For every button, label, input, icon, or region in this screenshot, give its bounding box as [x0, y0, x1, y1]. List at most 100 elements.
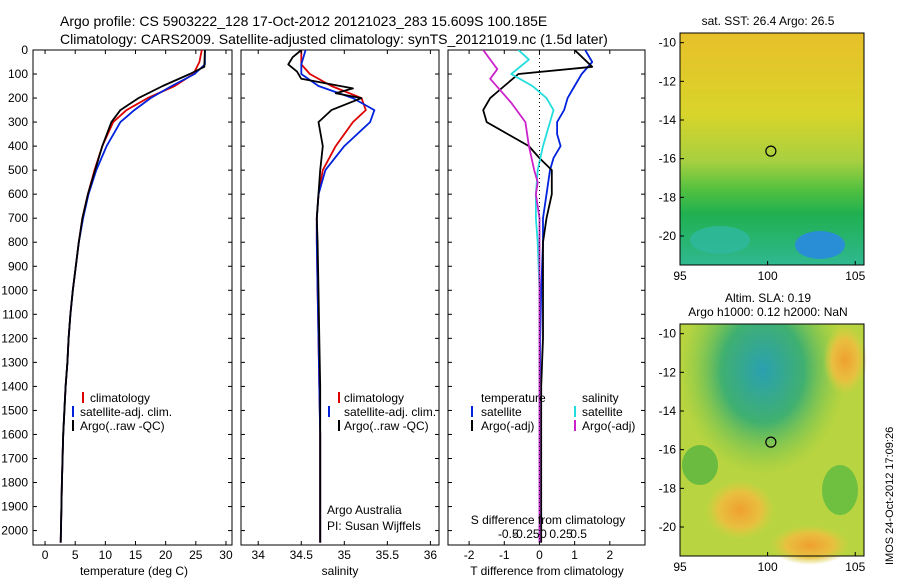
- argo-position-marker: [765, 145, 777, 157]
- difference-legend-salinity: salinity satellite Argo(-adj): [574, 391, 635, 433]
- x-axes: 0 5 10 15 20 25 30 34 34.5 35 35.5 36 -2 -1 0 1 2 -0.5-0.…: [42, 50, 613, 562]
- series-line: [287, 50, 363, 543]
- map-x-tick-label: 95: [673, 560, 687, 574]
- temperature-panel-frame: [32, 49, 233, 546]
- x-tick-label: -1: [499, 548, 510, 562]
- x-tick-label: 10: [99, 548, 113, 562]
- map-x-tick-label: 95: [673, 269, 687, 283]
- x-tick-label: 20: [159, 548, 173, 562]
- legend-swatch-satellite-sal: [574, 406, 576, 417]
- depth-tick-label: 600: [8, 187, 28, 201]
- s-diff-tick-label: -0.5: [498, 527, 519, 541]
- map-y-tick-label: -12: [659, 74, 677, 88]
- x-tick-label: 25: [189, 548, 203, 562]
- sla-cool-patch: [682, 445, 718, 485]
- depth-tick-label: 1800: [1, 476, 28, 490]
- depth-tick-label: 1600: [1, 427, 28, 441]
- legend-swatch-satellite: [328, 406, 330, 417]
- series-line: [59, 50, 203, 543]
- s-difference-xlabel: S difference from climatology: [471, 513, 626, 527]
- figure-title-line2: Climatology: CARS2009. Satellite-adjuste…: [60, 31, 608, 47]
- s-diff-tick-label: -0.25: [512, 527, 540, 541]
- sst-field: [680, 33, 864, 265]
- legend-heading: salinity: [582, 391, 619, 405]
- t-difference-xlabel: T difference from climatology: [470, 564, 624, 578]
- map-x-tick-label: 100: [758, 269, 778, 283]
- difference-legend-temperature: temperature satellite Argo(-adj): [471, 391, 546, 433]
- temperature-legend: climatology satellite-adj. clim. Argo(..…: [72, 391, 172, 433]
- depth-tick-label: 0: [21, 43, 28, 57]
- x-tick-label: 34: [252, 548, 266, 562]
- s-diff-tick-label: 0.5: [570, 527, 587, 541]
- map-markers: [765, 145, 777, 448]
- figure-title-line1: Argo profile: CS 5903222_128 17-Oct-2012…: [60, 13, 548, 29]
- depth-tick-label: 900: [8, 259, 28, 273]
- salinity-plot: [287, 50, 376, 543]
- x-tick-label: 30: [219, 548, 233, 562]
- depth-tick-label: 1000: [1, 283, 28, 297]
- legend-label: climatology: [90, 391, 150, 405]
- temperature-xlabel: temperature (deg C): [80, 564, 188, 578]
- map-y-tick-label: -12: [659, 365, 677, 379]
- legend-swatch-argo: [338, 420, 340, 431]
- map-y-tick-label: -10: [659, 327, 677, 341]
- depth-tick-label: 700: [8, 211, 28, 225]
- series-line: [300, 50, 367, 543]
- legend-label: satellite-adj. clim.: [80, 405, 172, 419]
- x-tick-label: 35.5: [376, 548, 400, 562]
- x-tick-label: 35: [338, 548, 352, 562]
- series-line: [59, 50, 206, 543]
- legend-label: satellite: [481, 405, 522, 419]
- depth-tick-label: 2000: [1, 524, 28, 538]
- map-y-tick-label: -14: [659, 404, 677, 418]
- map-axes: 95 100 105 -10 -12 -14 -16 -18 -20 95 100 105 -10 -12…: [659, 36, 866, 574]
- difference-plot: [482, 50, 594, 545]
- depth-tick-label: 1400: [1, 379, 28, 393]
- legend-label: Argo(..raw -QC): [344, 419, 429, 433]
- series-line: [510, 50, 555, 543]
- legend-swatch-satellite: [72, 406, 74, 417]
- map-x-tick-label: 105: [845, 560, 865, 574]
- temperature-plot: [59, 50, 206, 543]
- sst-cool-patch: [690, 226, 750, 254]
- sla-map-frame: [679, 323, 865, 557]
- legend-label: satellite-adj. clim.: [344, 405, 436, 419]
- salinity-panel-frame: [240, 49, 440, 546]
- legend-label: Argo(-adj): [481, 419, 534, 433]
- difference-panel-frame: [447, 49, 646, 546]
- depth-tick-label: 300: [8, 115, 28, 129]
- map-y-tick-label: -20: [659, 229, 677, 243]
- legend-swatch-climatology: [82, 392, 84, 403]
- sst-map-frame: [679, 32, 865, 266]
- footer-timestamp: IMOS 24-Oct-2012 17:09:26: [884, 427, 896, 565]
- map-x-tick-label: 105: [845, 269, 865, 283]
- x-tick-label: 0: [536, 548, 543, 562]
- salinity-legend: climatology satellite-adj. clim. Argo(..…: [328, 391, 436, 433]
- depth-tick-label: 1900: [1, 500, 28, 514]
- x-tick-label: 2: [606, 548, 613, 562]
- sst-map-title: sat. SST: 26.4 Argo: 26.5: [702, 14, 835, 28]
- depth-tick-label: 100: [8, 67, 28, 81]
- depth-tick-label: 1300: [1, 355, 28, 369]
- x-tick-label: 34.5: [290, 548, 314, 562]
- depth-tick-label: 1700: [1, 451, 28, 465]
- argo-position-marker: [765, 436, 777, 448]
- legend-label: climatology: [344, 391, 404, 405]
- series-line: [539, 50, 594, 543]
- legend-swatch-argo: [471, 420, 473, 431]
- sla-map-subtitle: Argo h1000: 0.12 h2000: NaN: [688, 305, 847, 319]
- series-line: [482, 50, 594, 543]
- depth-axis: 0 100 200 300 400 500 600 700 800 900 1000 1100 1200…: [1, 43, 645, 538]
- depth-tick-label: 500: [8, 163, 28, 177]
- pi-annotation: PI: Susan Wijffels: [327, 519, 421, 533]
- depth-tick-label: 1500: [1, 403, 28, 417]
- x-tick-label: 0: [42, 548, 49, 562]
- sla-map: [679, 323, 867, 565]
- series-line: [59, 50, 206, 543]
- legend-heading: temperature: [481, 391, 546, 405]
- sla-cool-patch: [822, 465, 858, 515]
- map-y-tick-label: -16: [659, 443, 677, 457]
- sla-warm-patch: [705, 480, 775, 540]
- x-tick-label: 1: [571, 548, 578, 562]
